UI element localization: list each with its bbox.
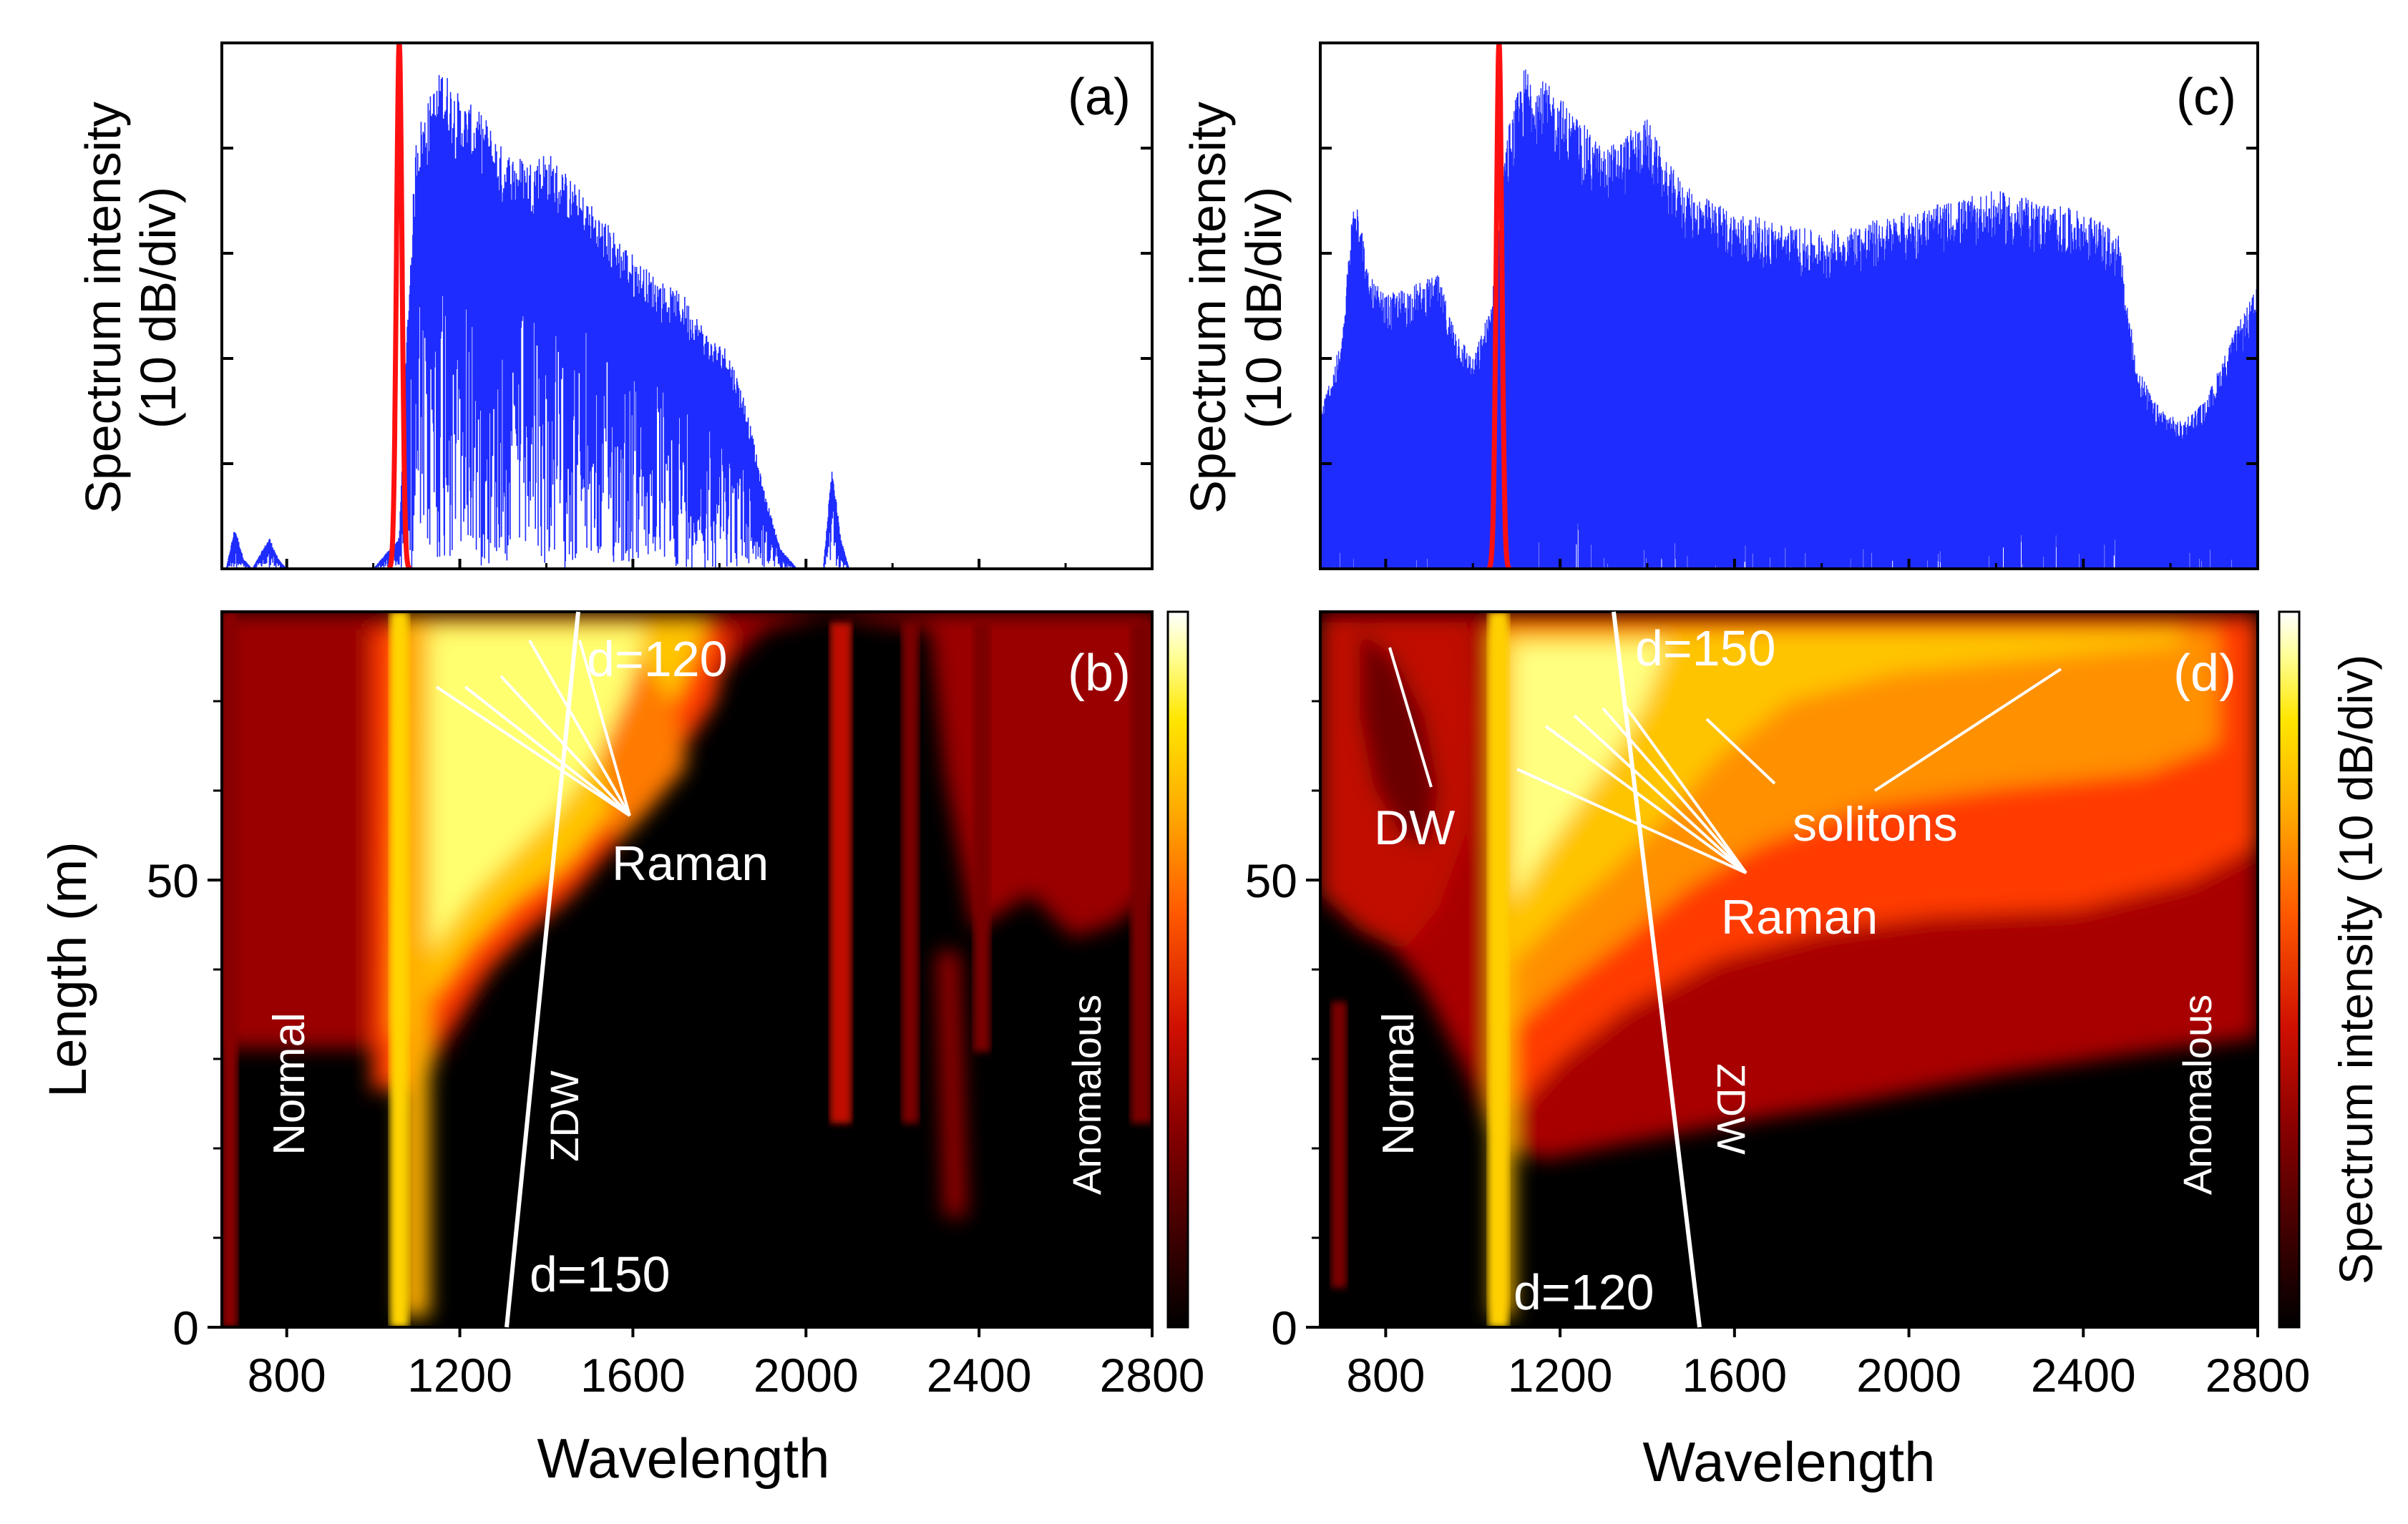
d-x-tick-label: 2800 bbox=[2205, 1349, 2311, 1402]
d-y-tick-labels: 0 50 bbox=[1245, 854, 1297, 1354]
c-ylabel-line1: Spectrum intensity bbox=[1180, 102, 1236, 514]
b-x-tick-label: 1600 bbox=[580, 1349, 686, 1402]
a-ylabel-line1: Spectrum intensity bbox=[75, 102, 131, 514]
b-y-tick-labels: 0 50 bbox=[147, 854, 199, 1354]
b-raman-pointers bbox=[435, 640, 631, 817]
b-d-bottom-label: d=150 bbox=[530, 1246, 671, 1302]
d-x-tick-label: 1600 bbox=[1682, 1349, 1787, 1402]
d-dw-label: DW bbox=[1374, 801, 1455, 855]
d-solitons-label: solitons bbox=[1793, 797, 1958, 851]
d-anomalous-label: Anomalous bbox=[2175, 995, 2220, 1195]
a-spectrum-trace bbox=[226, 43, 849, 569]
d-d-top-label: d=150 bbox=[1635, 620, 1776, 676]
a-panel-label: (a) bbox=[1068, 69, 1131, 126]
d-heatmap-image bbox=[1320, 612, 2258, 1327]
d-tick-marks bbox=[1306, 700, 2259, 1337]
d-colorbar-label: Spectrum intensity (10 dB/div) bbox=[2329, 655, 2382, 1284]
c-tick-marks bbox=[1320, 147, 2259, 569]
d-dw-pointer bbox=[1388, 647, 1433, 788]
b-ylabel: Length (m) bbox=[38, 841, 97, 1098]
b-x-tick-labels: 800 1200 1600 2000 2400 2800 bbox=[248, 1349, 1205, 1402]
c-plot-frame bbox=[1319, 41, 2259, 570]
panel-d-heatmap: 800 1200 1600 2000 2400 2800 0 50 Wavelength (… bbox=[1245, 610, 2310, 1493]
b-x-tick-label: 2400 bbox=[927, 1349, 1032, 1402]
b-heatmap-image bbox=[222, 612, 1152, 1327]
panel-b-heatmap: 800 1200 1600 2000 2400 2800 0 50 Wavelength L… bbox=[38, 610, 1205, 1490]
d-d-bottom-label: d=120 bbox=[1513, 1264, 1654, 1320]
d-zdw-label: ZDW bbox=[1709, 1063, 1754, 1155]
d-raman-label: Raman bbox=[1721, 890, 1878, 944]
b-anomalous-label: Anomalous bbox=[1064, 995, 1109, 1195]
d-x-tick-label: 800 bbox=[1346, 1349, 1425, 1402]
d-x-tick-label: 1200 bbox=[1508, 1349, 1613, 1402]
a-plot-frame bbox=[220, 41, 1154, 570]
c-red-pump-line bbox=[1486, 43, 1511, 569]
d-normal-label: Normal bbox=[1374, 1012, 1423, 1156]
a-blue-spectrum-line bbox=[226, 74, 849, 569]
c-blue-spectrum-line bbox=[1320, 69, 2258, 569]
b-zdw-line bbox=[504, 611, 580, 1328]
b-panel-label: (b) bbox=[1068, 645, 1131, 702]
panel-a-spectrum: (a) Spectrum intensity (10 dB/div) bbox=[75, 41, 1154, 570]
b-x-tick-label: 800 bbox=[248, 1349, 326, 1402]
a-tick-marks bbox=[222, 147, 1154, 569]
b-d-top-label: d=120 bbox=[587, 631, 728, 687]
d-zdw-line bbox=[1612, 611, 1702, 1328]
panel-c-spectrum: (c) Spectrum intensity (10 dB/div) bbox=[1180, 41, 2259, 570]
b-y-tick-label: 0 bbox=[172, 1301, 199, 1354]
d-soliton-pointers bbox=[1705, 668, 2062, 792]
b-colorbar bbox=[1166, 610, 1189, 1329]
b-x-tick-label: 2800 bbox=[1100, 1349, 1205, 1402]
b-xlabel: Wavelength bbox=[537, 1427, 829, 1490]
d-x-tick-labels: 800 1200 1600 2000 2400 2800 bbox=[1346, 1349, 2310, 1402]
b-tick-marks bbox=[208, 700, 1154, 1337]
c-ylabel-line2: (10 dB/div) bbox=[1236, 187, 1292, 429]
d-raman-pointers bbox=[1516, 703, 1747, 874]
d-x-tick-label: 2400 bbox=[2031, 1349, 2136, 1402]
b-y-tick-label: 50 bbox=[147, 854, 199, 907]
a-ylabel-line2: (10 dB/div) bbox=[130, 187, 186, 429]
c-spectrum-trace bbox=[1320, 43, 2258, 569]
b-x-tick-label: 2000 bbox=[754, 1349, 859, 1402]
d-y-tick-label: 0 bbox=[1271, 1301, 1297, 1354]
d-x-tick-label: 2000 bbox=[1856, 1349, 1961, 1402]
d-panel-label: (d) bbox=[2173, 645, 2236, 702]
a-red-pump-line bbox=[386, 43, 412, 569]
d-y-tick-label: 50 bbox=[1245, 854, 1297, 907]
b-x-tick-label: 1200 bbox=[407, 1349, 512, 1402]
b-raman-label: Raman bbox=[612, 836, 769, 891]
d-xlabel: Wavelength bbox=[1642, 1430, 1935, 1493]
b-normal-label: Normal bbox=[265, 1012, 314, 1156]
d-colorbar: Spectrum intensity (10 dB/div) bbox=[2278, 610, 2382, 1329]
c-panel-label: (c) bbox=[2176, 69, 2236, 126]
b-zdw-label: ZDW bbox=[542, 1070, 587, 1162]
